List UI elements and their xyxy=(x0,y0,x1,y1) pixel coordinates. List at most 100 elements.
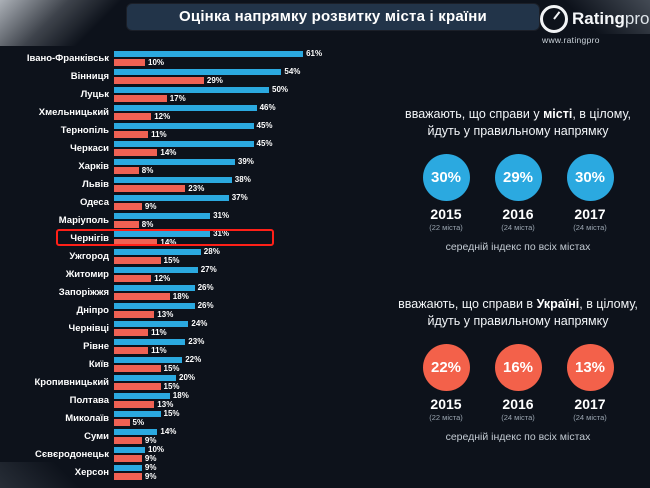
city-bar-line: 39% xyxy=(114,158,386,166)
index-year: 2016 xyxy=(502,206,534,222)
country-bar-line: 11% xyxy=(114,345,386,355)
index-sample-note: (22 міста) xyxy=(429,413,463,422)
chart-row: Маріуполь 31% 8% xyxy=(4,211,386,229)
category-label: Маріуполь xyxy=(58,214,109,226)
chart-row: Ужгород 28% 15% xyxy=(4,247,386,265)
index-value-circle: 30% xyxy=(422,154,470,201)
index-year: 2016 xyxy=(502,396,534,412)
country-value-label: 11% xyxy=(151,345,167,355)
index-year-item: 30% 2017 (24 міста) xyxy=(561,154,619,232)
country-bar-line: 9% xyxy=(114,201,386,211)
category-label: Черкаси xyxy=(70,142,109,154)
country-index-circles: 22% 2015 (22 міста) 16% 2016 (24 міста) 13% 201… xyxy=(390,344,646,422)
category-label: Житомир xyxy=(65,268,109,280)
country-value-label: 9% xyxy=(144,471,157,481)
city-bar-line: 15% xyxy=(114,410,386,418)
country-bar xyxy=(114,149,158,156)
bar-pair: 14% 9% xyxy=(114,427,386,444)
city-index-circles: 30% 2015 (22 міста) 29% 2016 (24 міста) 30% 201… xyxy=(390,154,646,232)
city-bar-line: 37% xyxy=(114,194,386,202)
ratingpro-gauge-icon xyxy=(540,5,568,33)
city-bar xyxy=(114,140,254,147)
city-bar-line: 10% xyxy=(114,446,386,454)
bar-pair: 31% 14% xyxy=(114,229,386,247)
country-bar-line: 15% xyxy=(114,382,386,390)
country-panel-caption: середній індекс по всіх містах xyxy=(445,431,591,443)
bar-pair: 28% 15% xyxy=(114,247,386,265)
country-bar-line: 11% xyxy=(114,130,386,138)
country-bar-line: 15% xyxy=(114,364,386,372)
city-bar xyxy=(114,50,304,57)
index-year: 2017 xyxy=(574,206,606,222)
chart-row: Тернопіль 45% 11% xyxy=(4,121,386,139)
city-bar xyxy=(114,122,254,129)
category-label: Чернівці xyxy=(68,322,109,334)
bar-pair: 26% 13% xyxy=(114,301,386,318)
city-bar-line: 23% xyxy=(114,337,386,347)
country-value-label: 14% xyxy=(160,237,177,247)
city-value-label: 9% xyxy=(144,463,157,473)
bar-pair: 61% 10% xyxy=(114,50,386,66)
bar-pair: 26% 18% xyxy=(114,284,386,300)
city-bar xyxy=(114,392,170,399)
chart-row: Суми 14% 9% xyxy=(4,427,386,445)
country-value-label: 9% xyxy=(144,201,157,211)
city-bar-line: 28% xyxy=(114,247,386,257)
category-label: Луцьк xyxy=(80,88,109,100)
country-value-label: 15% xyxy=(163,255,180,265)
city-text-suffix: , в цілому, йдуть у правильному напрямку xyxy=(427,107,631,138)
city-value-label: 31% xyxy=(213,229,230,239)
city-bar xyxy=(114,410,161,417)
country-bar xyxy=(114,77,204,84)
city-value-label: 31% xyxy=(213,211,230,221)
bar-pair: 20% 15% xyxy=(114,374,386,390)
country-bar-line: 8% xyxy=(114,165,386,175)
category-label: Івано-Франківськ xyxy=(26,52,109,64)
country-value-label: 8% xyxy=(141,165,154,175)
chart-row: Черкаси 45% 14% xyxy=(4,139,386,157)
category-label: Запоріжжя xyxy=(58,286,109,298)
city-value-label: 18% xyxy=(172,391,189,401)
city-bar-line: 54% xyxy=(114,68,386,76)
country-bar xyxy=(114,59,145,66)
country-bar-line: 23% xyxy=(114,184,386,192)
chart-row: Харків 39% 8% xyxy=(4,157,386,175)
logo-brand-pro: pro xyxy=(624,9,650,28)
country-bar xyxy=(114,329,149,336)
city-bar xyxy=(114,428,158,435)
category-label: Херсон xyxy=(74,466,109,478)
city-bar-line: 31% xyxy=(114,211,386,221)
category-label: Хмельницький xyxy=(38,106,109,118)
country-bar-line: 12% xyxy=(114,112,386,120)
chart-row: Львів 38% 23% xyxy=(4,175,386,193)
chart-row: Дніпро 26% 13% xyxy=(4,301,386,319)
city-value-label: 23% xyxy=(188,337,205,347)
city-bar xyxy=(114,266,198,273)
country-bar-line: 12% xyxy=(114,274,386,282)
country-bar xyxy=(114,95,167,102)
category-label: Ужгород xyxy=(69,250,109,262)
logo-brand: Ratingpro xyxy=(572,9,649,29)
country-bar xyxy=(114,473,142,480)
chart-row: Хмельницький 46% 12% xyxy=(4,103,386,121)
index-year: 2015 xyxy=(430,396,462,412)
country-bar-line: 17% xyxy=(114,94,386,102)
city-value-label: 14% xyxy=(160,427,177,437)
bar-pair: 37% 9% xyxy=(114,194,386,211)
city-value-label: 26% xyxy=(197,301,214,311)
bar-pair: 15% 5% xyxy=(114,410,386,427)
city-bar-line: 14% xyxy=(114,427,386,437)
bar-pair: 38% 23% xyxy=(114,176,386,192)
city-bar xyxy=(114,86,269,93)
city-bar-line: 20% xyxy=(114,374,386,382)
city-value-label: 28% xyxy=(203,247,220,257)
country-value-label: 13% xyxy=(157,399,174,409)
category-label: Рівне xyxy=(83,340,109,352)
bar-pair: 31% 8% xyxy=(114,211,386,228)
country-value-label: 5% xyxy=(132,417,145,427)
country-bar xyxy=(114,437,142,444)
city-bar-line: 45% xyxy=(114,140,386,148)
country-bar xyxy=(114,401,155,408)
index-sample-note: (22 міста) xyxy=(429,223,463,232)
category-label: Тернопіль xyxy=(60,124,109,136)
